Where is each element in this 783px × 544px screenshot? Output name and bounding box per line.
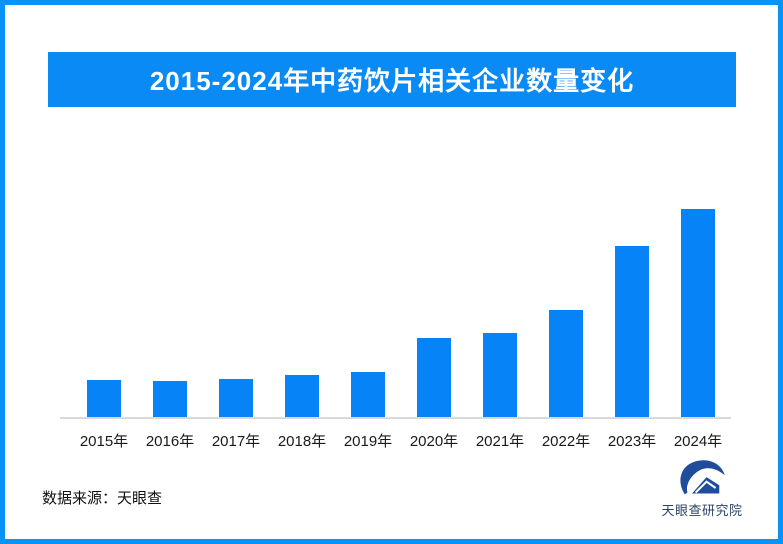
bar-chart-plot-area — [71, 208, 731, 418]
title-banner: 2015-2024年中药饮片相关企业数量变化 — [48, 52, 736, 107]
brand-block: 天眼查研究院 — [652, 458, 752, 519]
bar-column — [269, 375, 335, 418]
bar-2015年 — [87, 380, 121, 418]
bar-2017年 — [219, 379, 253, 418]
bar-2020年 — [417, 338, 451, 418]
x-tick-label: 2021年 — [475, 433, 525, 450]
bar-column — [137, 381, 203, 418]
bar-column — [533, 310, 599, 418]
x-tick-label: 2020年 — [409, 433, 459, 450]
bar-2024年 — [681, 209, 715, 418]
bar-column — [203, 379, 269, 418]
bar-column — [599, 246, 665, 418]
x-tick-label: 2016年 — [145, 433, 195, 450]
tianyancha-logo-icon — [680, 460, 725, 495]
x-axis-labels: 2015年 2016年 2017年 2018年 2019年 2020年 2021年 2022年… — [71, 430, 731, 451]
bar-2023年 — [615, 246, 649, 418]
data-source-note: 数据来源：天眼查 — [42, 490, 163, 507]
bar-column — [665, 209, 731, 418]
bar-column — [335, 372, 401, 418]
bar-2022年 — [549, 310, 583, 418]
bar-column — [71, 380, 137, 418]
x-tick-label: 2023年 — [607, 433, 657, 450]
x-tick-label: 2024年 — [673, 433, 723, 450]
x-tick-label: 2017年 — [211, 433, 261, 450]
x-tick-label: 2018年 — [277, 433, 327, 450]
bar-2016年 — [153, 381, 187, 418]
chart-title: 2015-2024年中药饮片相关企业数量变化 — [149, 66, 635, 96]
x-axis-line — [60, 417, 731, 419]
bar-column — [467, 333, 533, 418]
bar-2018年 — [285, 375, 319, 418]
brand-name: 天眼查研究院 — [661, 503, 743, 518]
x-tick-label: 2015年 — [79, 433, 129, 450]
x-tick-label: 2022年 — [541, 433, 591, 450]
bar-column — [401, 338, 467, 418]
bar-2019年 — [351, 372, 385, 418]
x-tick-label: 2019年 — [343, 433, 393, 450]
bar-2021年 — [483, 333, 517, 418]
